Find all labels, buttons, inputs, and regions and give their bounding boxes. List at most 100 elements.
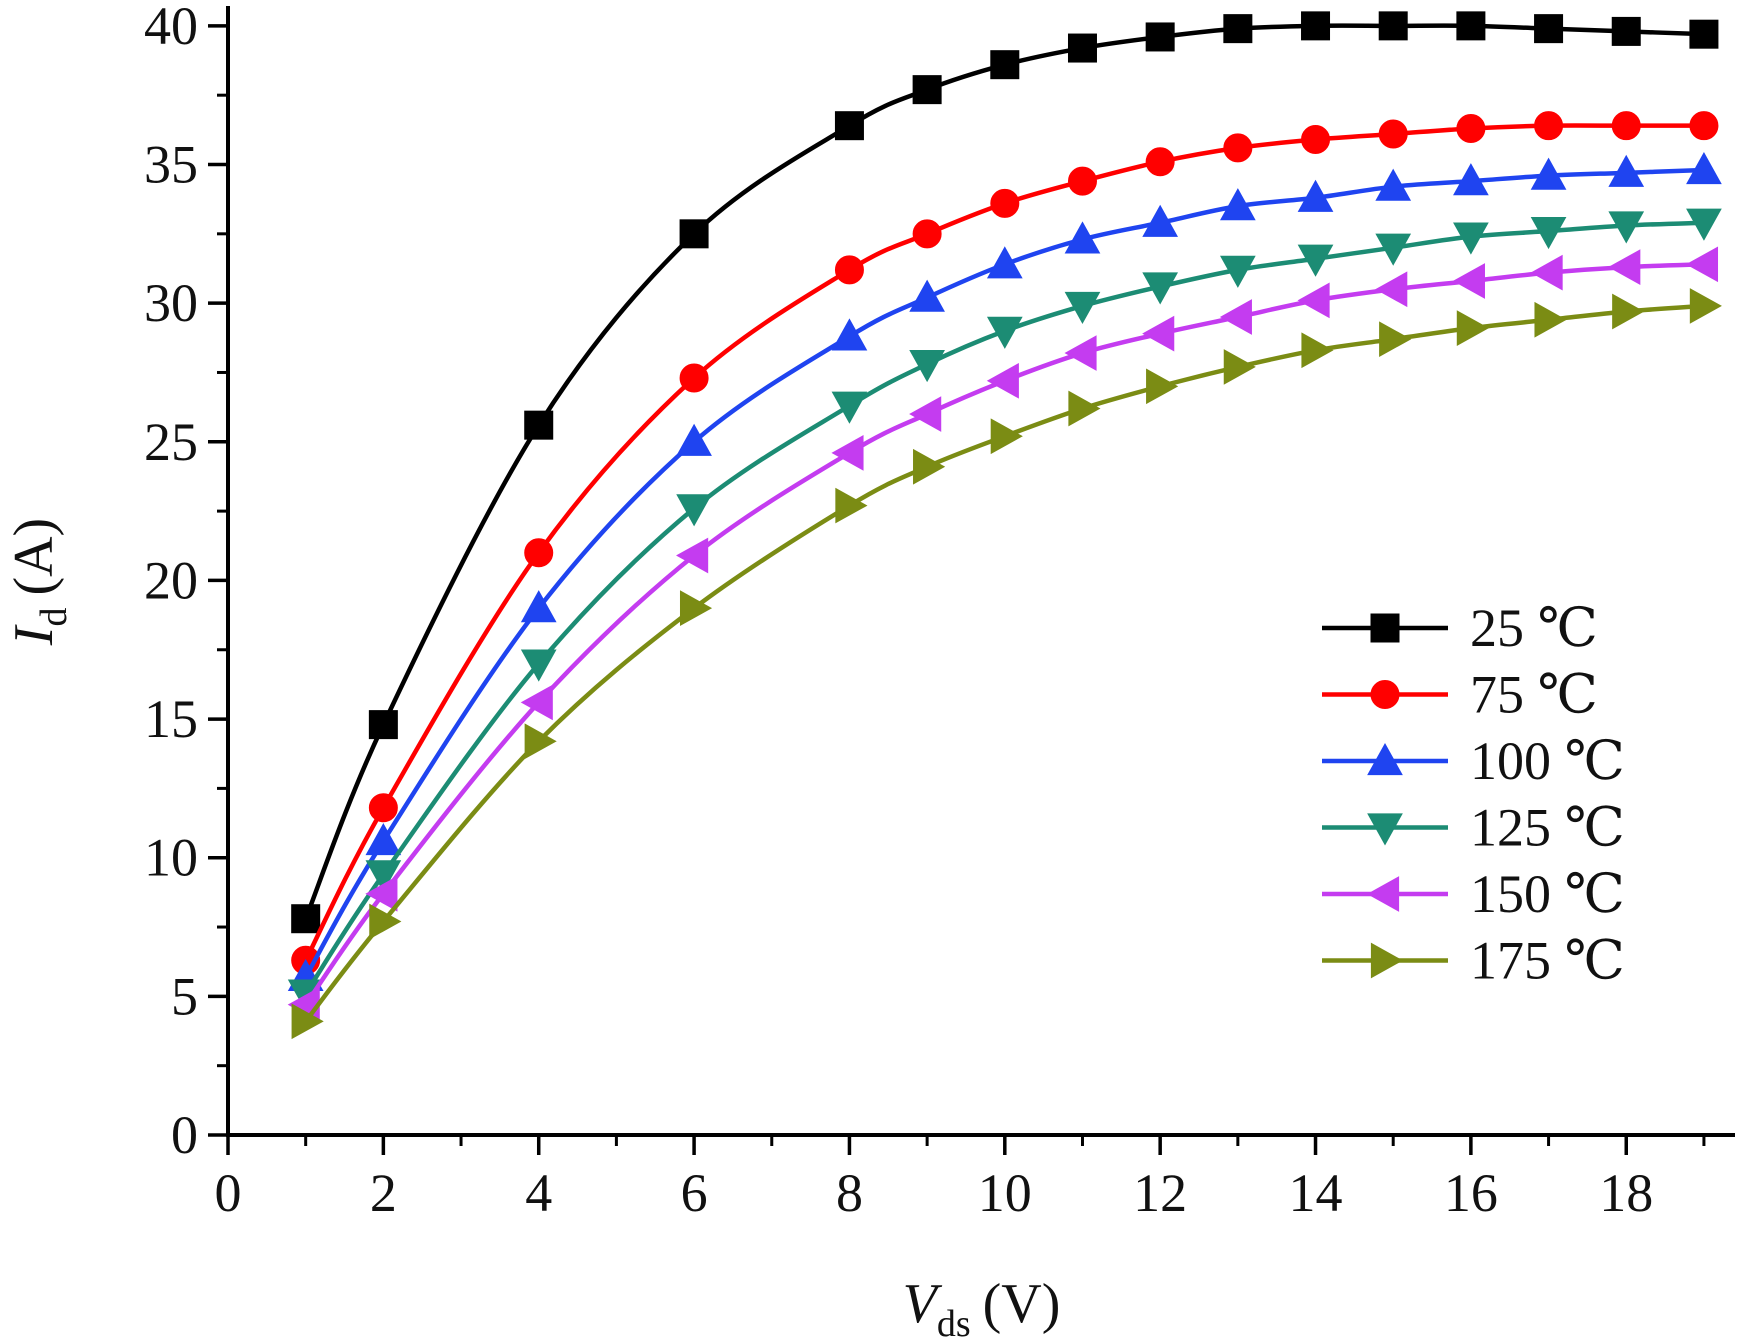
data-point — [1297, 244, 1334, 277]
data-point — [1530, 254, 1563, 291]
data-point — [524, 723, 557, 760]
data-point — [679, 219, 709, 249]
data-point — [1378, 11, 1408, 41]
data-point — [1375, 168, 1412, 201]
data-point — [1142, 315, 1175, 352]
data-point — [1145, 147, 1175, 177]
data-point — [1689, 19, 1719, 49]
y-tick-label: 10 — [144, 828, 198, 888]
x-tick-label: 8 — [836, 1163, 863, 1223]
data-point — [676, 423, 712, 456]
data-point — [1530, 157, 1567, 190]
data-point — [679, 590, 713, 627]
y-tick-label: 35 — [144, 135, 198, 195]
data-point — [990, 188, 1020, 218]
data-point — [1453, 222, 1489, 255]
data-point — [912, 219, 942, 249]
data-point — [1064, 335, 1097, 371]
data-point — [1689, 111, 1719, 141]
data-point — [1064, 221, 1101, 254]
data-point — [1219, 299, 1252, 335]
x-axis-unit: (V) — [983, 1273, 1061, 1335]
data-point — [1611, 16, 1641, 46]
legend-item: 100 ℃ — [1322, 731, 1625, 791]
legend-item: 175 ℃ — [1322, 931, 1625, 991]
legend-item: 75 ℃ — [1322, 665, 1598, 725]
y-tick-label: 40 — [144, 0, 198, 56]
legend-label: 75 ℃ — [1470, 665, 1598, 725]
data-point — [1223, 133, 1253, 163]
legend-item: 25 ℃ — [1322, 598, 1598, 658]
data-point — [676, 494, 712, 527]
data-point — [1301, 125, 1331, 155]
x-tick-label: 14 — [1289, 1163, 1343, 1223]
data-point — [1068, 390, 1101, 427]
data-point — [834, 255, 864, 285]
data-point — [1064, 291, 1101, 324]
data-point — [1378, 119, 1408, 149]
data-point — [834, 111, 864, 141]
data-point — [909, 350, 945, 383]
data-point — [679, 363, 709, 393]
x-tick-label: 4 — [525, 1163, 552, 1223]
data-point — [1608, 154, 1645, 187]
axis-titles: Vds (V) Id (A) — [3, 518, 1060, 1341]
x-tick-label: 16 — [1444, 1163, 1498, 1223]
data-point — [1145, 22, 1175, 52]
data-point — [1067, 33, 1097, 63]
data-point — [1297, 282, 1330, 319]
y-axis-subscript: d — [33, 608, 75, 627]
data-point — [1146, 368, 1179, 405]
data-point — [520, 684, 553, 721]
data-point — [1067, 166, 1097, 196]
series-4 — [287, 246, 1719, 1023]
data-point — [1456, 11, 1486, 41]
x-tick-label: 18 — [1599, 1163, 1653, 1223]
series-1 — [291, 111, 1719, 975]
legend-marker — [1370, 942, 1404, 979]
y-tick-label: 30 — [144, 273, 198, 333]
data-point — [913, 448, 946, 485]
axes: 0 2 4 6 8 10 12 14 16 18 0 5 10 15 20 25 30 35 40 — [144, 0, 1735, 1223]
y-axis-symbol: I — [3, 624, 65, 646]
series-0 — [291, 11, 1719, 934]
data-point — [1686, 152, 1722, 185]
data-point — [1612, 293, 1645, 330]
data-point — [986, 362, 1019, 399]
legend-item: 125 ℃ — [1322, 798, 1625, 858]
data-point — [1223, 349, 1256, 385]
data-point — [990, 418, 1023, 455]
legend-label: 25 ℃ — [1470, 598, 1598, 658]
data-point — [1608, 249, 1641, 285]
x-tick-label: 6 — [681, 1163, 708, 1223]
data-point — [1375, 271, 1408, 308]
legend-marker — [1366, 876, 1400, 912]
y-axis-unit: (A) — [3, 518, 65, 596]
legend-marker — [1367, 742, 1403, 776]
data-point — [835, 487, 868, 524]
data-point — [1689, 288, 1722, 324]
data-point — [1452, 263, 1485, 299]
data-point — [1142, 204, 1179, 237]
data-point — [909, 279, 945, 312]
data-point — [1297, 179, 1334, 212]
legend-label: 175 ℃ — [1470, 931, 1625, 991]
x-tick-label: 2 — [370, 1163, 397, 1223]
data-point — [1456, 113, 1486, 143]
data-point — [1608, 211, 1645, 244]
series-5 — [291, 288, 1722, 1040]
x-axis-symbol: V — [903, 1273, 943, 1335]
data-point — [1534, 301, 1567, 338]
data-point — [1223, 14, 1253, 44]
legend-label: 100 ℃ — [1470, 731, 1625, 791]
data-point — [831, 435, 864, 471]
series-layer — [287, 11, 1722, 1040]
y-tick-label: 0 — [171, 1105, 198, 1165]
data-point — [520, 590, 557, 623]
data-point — [1301, 11, 1331, 41]
data-point — [291, 1003, 324, 1040]
data-point — [1301, 332, 1334, 369]
data-point — [369, 903, 402, 940]
